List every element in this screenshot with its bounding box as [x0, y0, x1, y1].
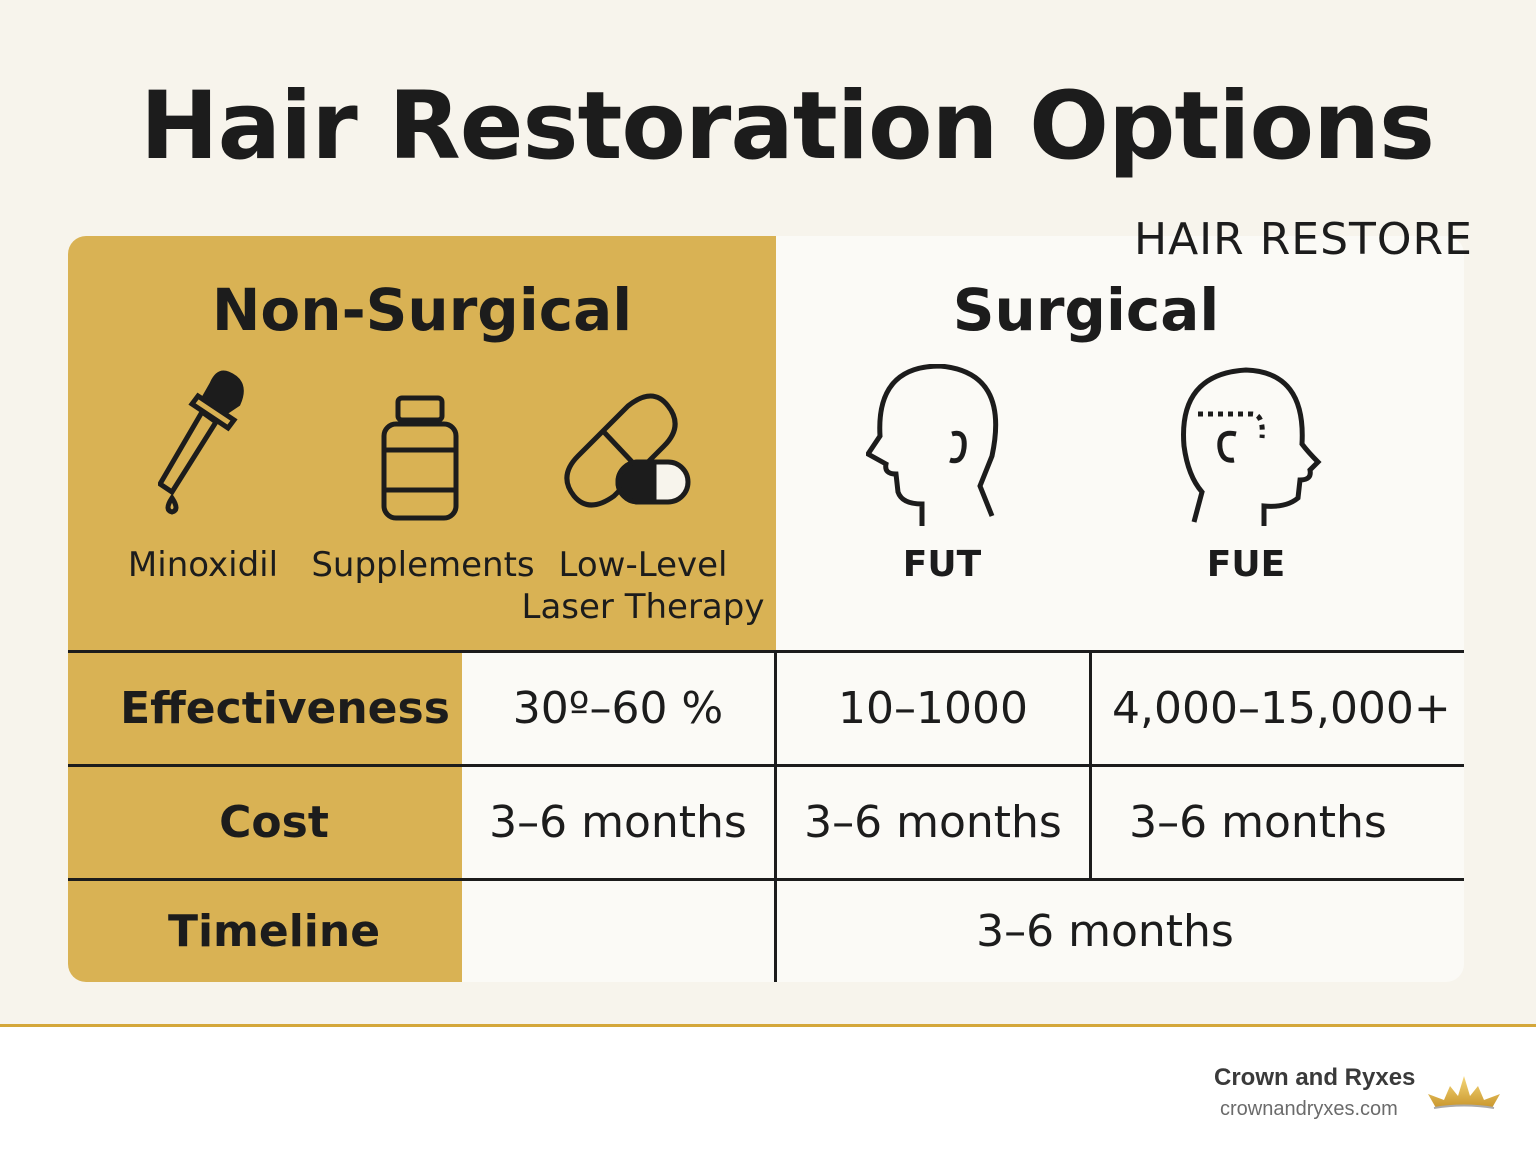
brand-label: HAIR RESTORE [1134, 214, 1473, 265]
option-label: Supplements [311, 545, 535, 585]
table-cell: 3–6 months [489, 797, 747, 848]
comparison-table: Non-Surgical Surgical Minoxidil Suppleme… [68, 236, 1464, 982]
table-cell [462, 881, 774, 982]
option-label: Laser Therapy [521, 587, 765, 627]
table-cell: 4,000–15,000+ [1112, 683, 1451, 734]
head-profile-icon [866, 364, 999, 526]
crown-icon [1428, 1076, 1500, 1109]
non-surgical-header: Non-Surgical [211, 276, 633, 344]
company-name: Crown and Ryxes [1214, 1064, 1416, 1091]
table-cell: 3–6 months [804, 797, 1062, 848]
option-label: FUT [902, 544, 982, 585]
row-label-column [68, 652, 462, 982]
company-url[interactable]: crownandryxes.com [1220, 1098, 1398, 1120]
option-label: FUE [1206, 544, 1286, 585]
option-label: Minoxidil [127, 545, 279, 585]
bottle-icon [381, 395, 459, 521]
head-profile-dotted-icon [1181, 367, 1322, 526]
row-label-cost: Cost [219, 797, 329, 848]
row-label-timeline: Timeline [167, 906, 381, 957]
table-cell: 3–6 months [976, 906, 1234, 957]
footer [0, 1024, 1536, 1154]
option-label: Low-Level [558, 545, 728, 585]
dropper-icon [158, 370, 244, 515]
table-cell: 30º–60 % [512, 683, 724, 734]
page-title: Hair Restoration Options [140, 72, 1435, 181]
surgical-header: Surgical [952, 276, 1220, 344]
table-cell: 3–6 months [1129, 797, 1387, 848]
capsule-icon [564, 393, 691, 508]
table-cell: 10–1000 [838, 683, 1028, 734]
row-label-effectiveness: Effectiveness [120, 683, 450, 734]
